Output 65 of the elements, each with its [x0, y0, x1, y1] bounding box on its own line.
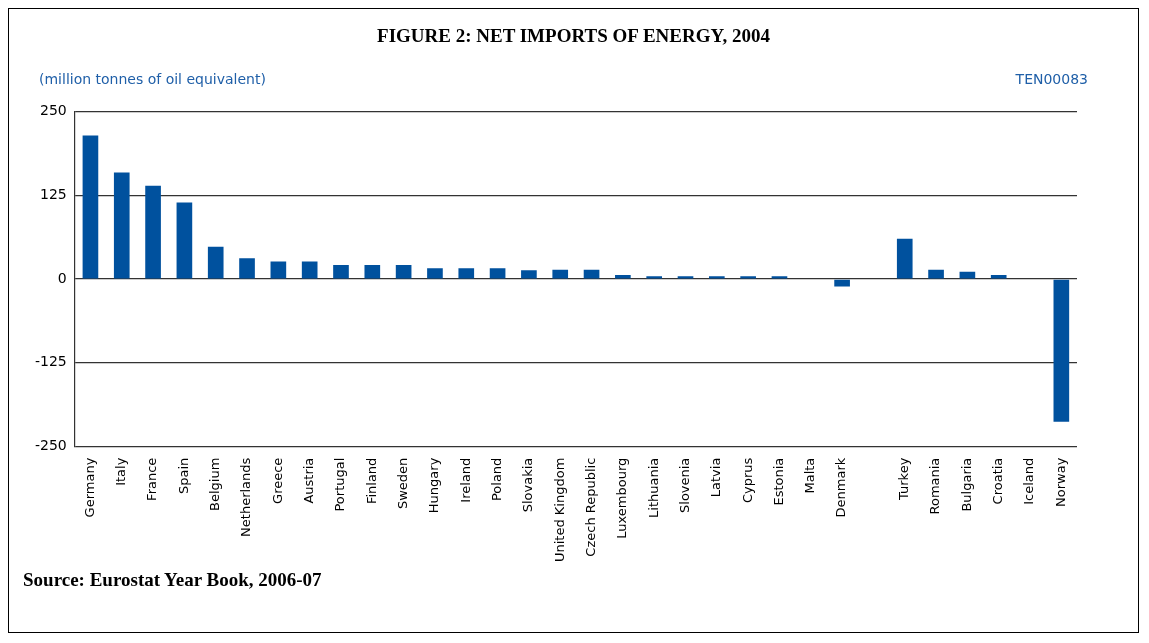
bar	[489, 268, 506, 279]
x-tick-label: Luxembourg	[614, 457, 630, 539]
y-tick-label: 0	[57, 269, 67, 286]
x-tick-label: Slovakia	[520, 457, 536, 513]
x-tick-label: Hungary	[426, 457, 442, 514]
y-tick-label: 250	[40, 102, 67, 119]
x-tick-label: Denmark	[833, 457, 849, 518]
x-tick-label: Slovenia	[676, 457, 692, 513]
bar	[270, 261, 287, 279]
bar	[176, 202, 193, 279]
bar	[646, 276, 663, 279]
y-tick-label: -125	[34, 353, 67, 370]
text: TEN00083	[1015, 71, 1088, 87]
bar	[896, 238, 913, 279]
y-axis-title: (million tonnes of oil equivalent)	[39, 71, 266, 87]
bar	[677, 276, 694, 279]
bar	[364, 264, 381, 279]
bar	[239, 258, 255, 279]
bar	[395, 264, 412, 279]
y-tick-label: -250	[34, 437, 67, 454]
x-tick-label: Belgium	[207, 457, 223, 511]
x-tick-label: Austria	[301, 457, 317, 504]
x-tick-label: Italy	[113, 457, 129, 486]
bar	[834, 279, 850, 287]
x-tick-label: United Kingdom	[551, 457, 567, 562]
bar	[521, 270, 537, 279]
bar	[301, 261, 318, 279]
x-tick-label: Ireland	[457, 457, 473, 503]
bar	[427, 268, 443, 279]
source-note: Source: Eurostat Year Book, 2006-07	[23, 569, 323, 591]
bar	[1053, 279, 1070, 422]
bar	[333, 264, 349, 279]
x-tick-label: France	[144, 457, 160, 501]
x-tick-label: Croatia	[990, 457, 1006, 505]
x-tick-label: Cyprus	[739, 457, 755, 504]
x-tick-label: Netherlands	[238, 457, 254, 537]
x-tick-label: Finland	[363, 457, 379, 505]
x-tick-label: Czech Republic	[582, 457, 598, 557]
bar	[928, 269, 944, 279]
x-tick-label: Iceland	[1021, 457, 1037, 505]
bar	[771, 276, 788, 279]
x-tick-label: Poland	[488, 457, 504, 502]
bar	[458, 268, 475, 279]
chart-title: FIGURE 2: NET IMPORTS OF ENERGY, 2004	[376, 25, 771, 47]
bar	[709, 276, 725, 279]
x-tick-label: Greece	[269, 457, 285, 504]
bar	[552, 269, 569, 279]
x-tick-label: Germany	[81, 457, 97, 518]
x-tick-label: Sweden	[395, 457, 410, 510]
x-tick-label: Turkey	[896, 457, 912, 501]
x-tick-label: Portugal	[332, 457, 348, 512]
x-tick-label: Malta	[802, 457, 818, 494]
bar	[113, 172, 130, 279]
x-tick-label: Bulgaria	[958, 457, 974, 512]
bar	[207, 246, 224, 279]
x-tick-label: Estonia	[770, 457, 786, 506]
x-tick-label: Lithuania	[645, 457, 661, 518]
bar	[145, 185, 161, 279]
x-tick-label: Latvia	[708, 457, 724, 498]
x-tick-label: Norway	[1052, 457, 1068, 507]
x-tick-label: Romania	[927, 457, 943, 515]
x-tick-label: Spain	[175, 457, 191, 494]
y-tick-label: 125	[40, 185, 67, 202]
bar	[740, 276, 756, 279]
bar	[82, 135, 99, 279]
